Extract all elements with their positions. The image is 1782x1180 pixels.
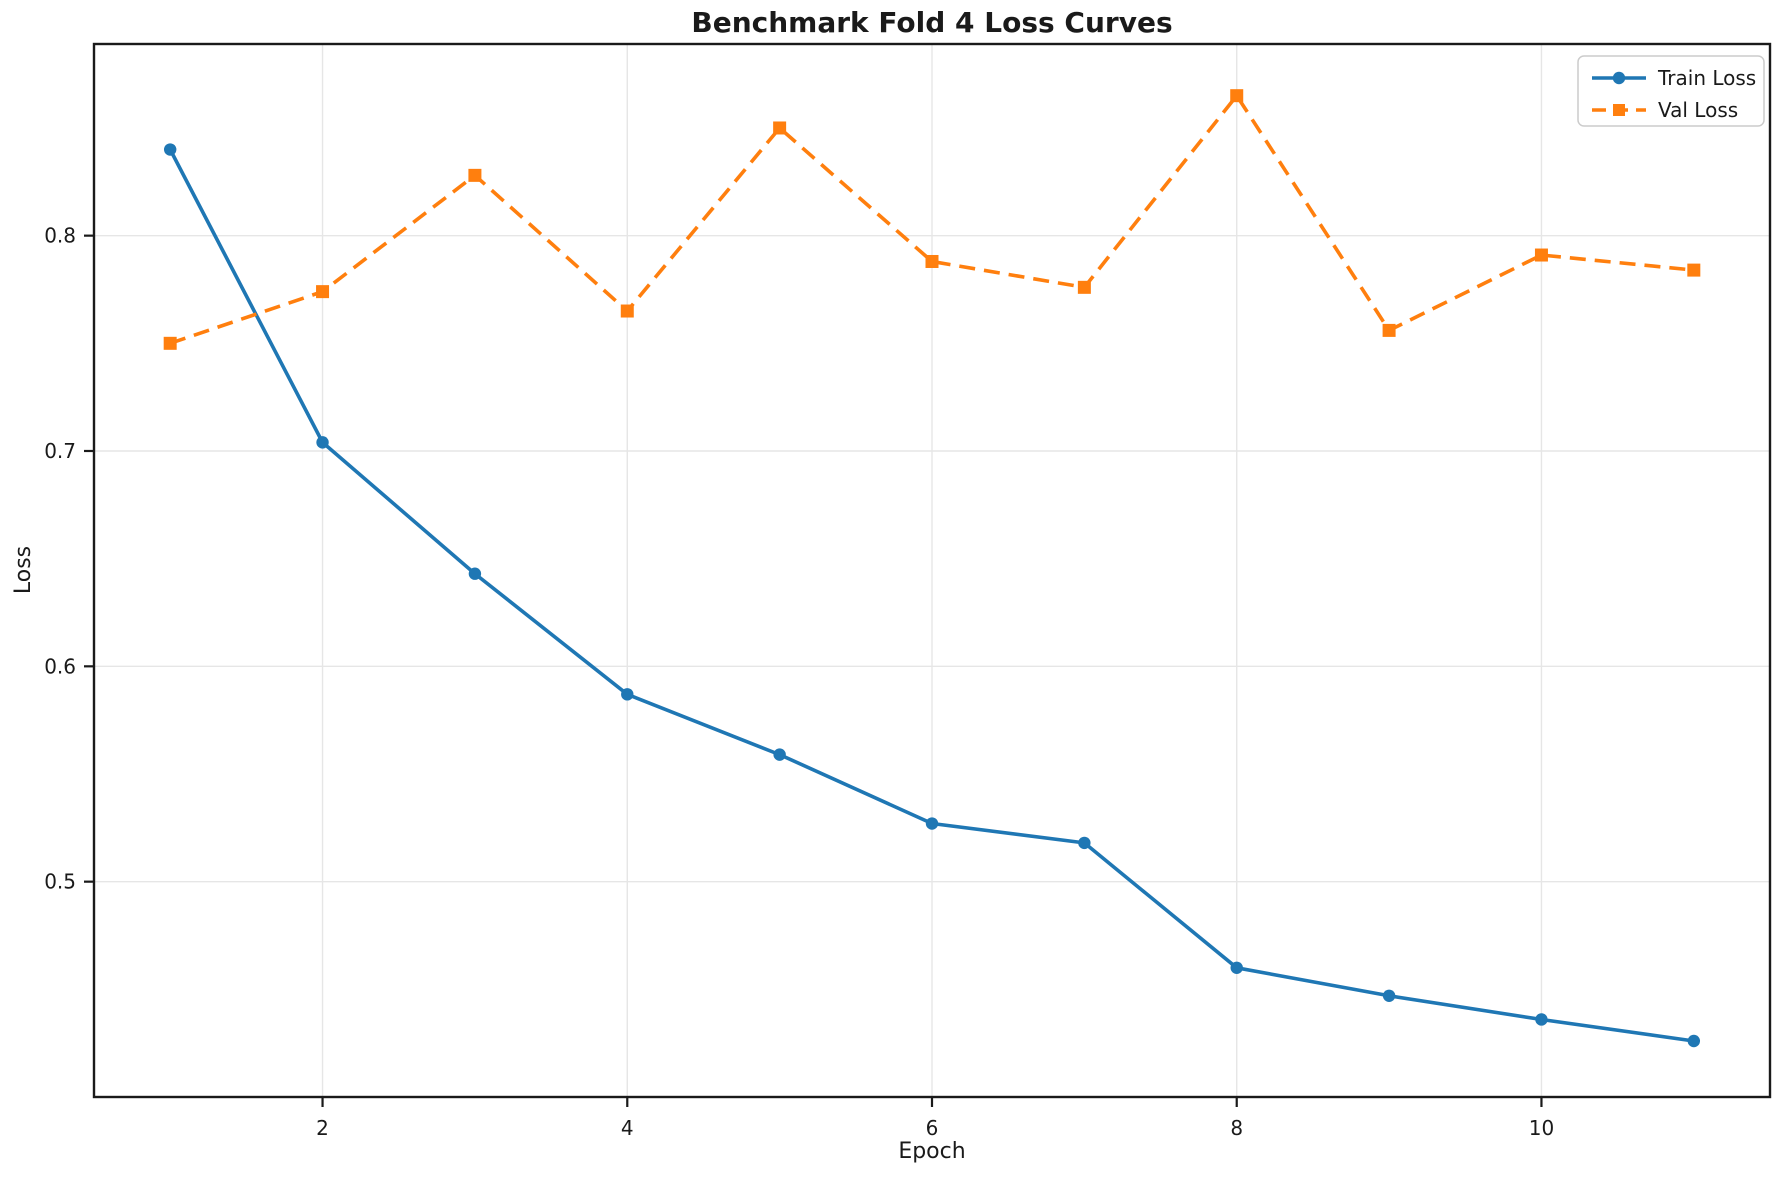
val-loss-line xyxy=(169,93,1694,346)
x-tick-label: 10 xyxy=(1529,1116,1554,1140)
x-tick-label: 8 xyxy=(1230,1116,1243,1140)
train-loss-legend-label: Train Loss xyxy=(1657,66,1756,90)
val-loss-point xyxy=(620,304,634,318)
val-loss-point xyxy=(1230,89,1244,103)
val-loss-point xyxy=(1687,263,1701,277)
x-axis-label: Epoch xyxy=(898,1139,965,1164)
y-tick-label: 0.8 xyxy=(44,224,76,248)
train-loss-point xyxy=(1687,1034,1701,1048)
train-loss-legend-marker xyxy=(1612,71,1626,85)
val-loss-point xyxy=(1382,323,1396,337)
val-loss-point xyxy=(925,254,939,268)
data-series xyxy=(163,89,1701,1048)
val-loss-point xyxy=(316,285,330,299)
train-loss-point xyxy=(1382,989,1396,1002)
val-loss-point xyxy=(468,168,482,182)
val-loss-point xyxy=(163,336,177,350)
train-loss-point xyxy=(1230,961,1243,974)
train-loss-point xyxy=(468,567,482,580)
train-loss-point xyxy=(1078,836,1091,850)
x-tick-label: 6 xyxy=(926,1116,939,1140)
train-loss-point xyxy=(1535,1013,1548,1026)
x-tick-label: 2 xyxy=(316,1116,329,1140)
legend: Train Loss Val Loss xyxy=(1577,55,1765,127)
train-loss-point xyxy=(621,688,634,701)
gridlines xyxy=(94,44,1770,1097)
y-axis-label: Loss xyxy=(11,546,36,594)
chart-title: Benchmark Fold 4 Loss Curves xyxy=(691,6,1172,39)
val-loss-point xyxy=(773,121,787,135)
train-loss-point xyxy=(163,143,177,156)
y-tick-label: 0.5 xyxy=(44,870,76,894)
train-loss-point xyxy=(925,817,939,830)
y-tick-label: 0.7 xyxy=(44,439,76,463)
val-loss-point xyxy=(1534,248,1548,262)
val-loss-point xyxy=(1077,280,1091,294)
train-loss-point xyxy=(773,748,786,761)
x-tick-label: 4 xyxy=(621,1116,634,1140)
y-tick-label: 0.6 xyxy=(44,654,76,678)
train-loss-point xyxy=(316,436,329,449)
val-loss-legend-label: Val Loss xyxy=(1658,98,1738,122)
val-loss-legend-marker xyxy=(1613,104,1625,116)
axes: 2 4 6 8 10 0.5 0.6 0.7 0.8 xyxy=(44,42,1772,1140)
